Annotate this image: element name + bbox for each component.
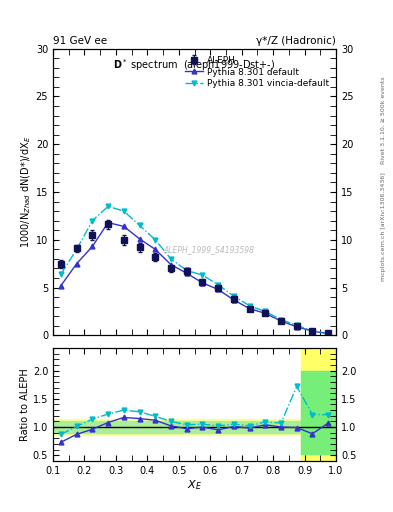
Pythia 8.301 default [216, 286, 220, 292]
Pythia 8.301 vincia-default [294, 322, 299, 328]
Pythia 8.301 default [231, 297, 236, 303]
Pythia 8.301 vincia-default [310, 328, 315, 334]
Pythia 8.301 default [169, 262, 173, 268]
Pythia 8.301 default [279, 318, 283, 324]
Pythia 8.301 vincia-default [121, 208, 126, 214]
Pythia 8.301 vincia-default [137, 222, 142, 228]
Pythia 8.301 vincia-default [326, 330, 331, 336]
Y-axis label: 1000/N$_{Zhad}$ dN(D*)/dX$_E$: 1000/N$_{Zhad}$ dN(D*)/dX$_E$ [19, 136, 33, 248]
Y-axis label: Ratio to ALEPH: Ratio to ALEPH [20, 368, 30, 441]
Pythia 8.301 vincia-default [231, 293, 236, 299]
Pythia 8.301 vincia-default [59, 271, 63, 278]
Text: $\mathbf{D}^*$ spectrum  (aleph1999-Dst+-): $\mathbf{D}^*$ spectrum (aleph1999-Dst+-… [114, 57, 275, 73]
Pythia 8.301 default [121, 223, 126, 229]
Bar [301, 371, 336, 454]
Pythia 8.301 default [263, 310, 268, 316]
Text: mcplots.cern.ch [arXiv:1306.3436]: mcplots.cern.ch [arXiv:1306.3436] [381, 172, 386, 281]
Bar [301, 349, 336, 460]
Pythia 8.301 vincia-default [153, 237, 158, 243]
Pythia 8.301 default [59, 283, 63, 289]
Pythia 8.301 default [326, 331, 331, 337]
Pythia 8.301 default [310, 328, 315, 334]
Pythia 8.301 default [200, 280, 205, 286]
Bar [53, 419, 301, 435]
Pythia 8.301 vincia-default [247, 303, 252, 309]
Pythia 8.301 vincia-default [263, 308, 268, 314]
Pythia 8.301 vincia-default [279, 316, 283, 323]
Pythia 8.301 vincia-default [200, 272, 205, 278]
Pythia 8.301 default [294, 324, 299, 330]
Line: Pythia 8.301 default: Pythia 8.301 default [59, 220, 331, 336]
Pythia 8.301 default [74, 261, 79, 267]
Pythia 8.301 vincia-default [216, 282, 220, 288]
Pythia 8.301 default [184, 270, 189, 276]
Pythia 8.301 default [137, 236, 142, 242]
Pythia 8.301 default [153, 246, 158, 252]
Line: Pythia 8.301 vincia-default: Pythia 8.301 vincia-default [59, 204, 331, 336]
Bar [53, 421, 301, 433]
Pythia 8.301 default [106, 220, 110, 226]
Text: γ*/Z (Hadronic): γ*/Z (Hadronic) [256, 36, 336, 46]
Pythia 8.301 default [247, 306, 252, 312]
Pythia 8.301 vincia-default [90, 218, 95, 224]
Text: 91 GeV ee: 91 GeV ee [53, 36, 107, 46]
Pythia 8.301 vincia-default [74, 246, 79, 252]
Text: ALEPH_1999_S4193598: ALEPH_1999_S4193598 [163, 245, 254, 254]
Text: Rivet 3.1.10, ≥ 500k events: Rivet 3.1.10, ≥ 500k events [381, 76, 386, 164]
Pythia 8.301 vincia-default [184, 267, 189, 273]
Pythia 8.301 vincia-default [106, 203, 110, 209]
Pythia 8.301 default [90, 243, 95, 249]
Pythia 8.301 vincia-default [169, 256, 173, 262]
Legend: ALEPH, Pythia 8.301 default, Pythia 8.301 vincia-default: ALEPH, Pythia 8.301 default, Pythia 8.30… [182, 53, 332, 91]
X-axis label: $X_E$: $X_E$ [187, 478, 202, 492]
